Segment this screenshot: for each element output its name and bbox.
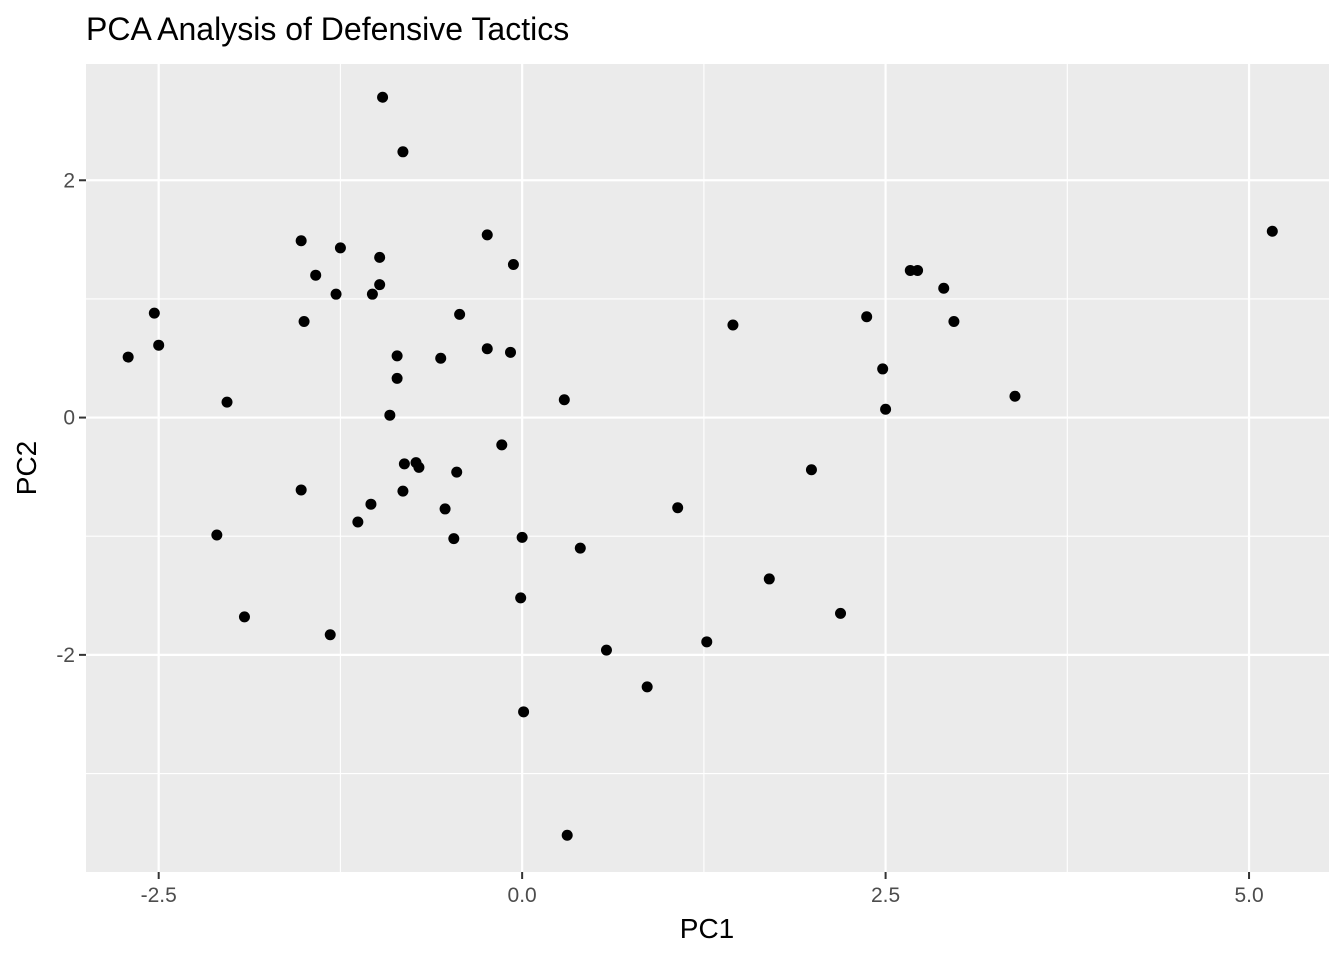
data-point bbox=[1266, 225, 1278, 237]
data-point bbox=[505, 346, 517, 358]
data-point bbox=[561, 829, 573, 841]
data-point bbox=[310, 269, 322, 281]
data-point bbox=[435, 352, 447, 364]
data-point bbox=[324, 629, 336, 641]
data-point bbox=[413, 461, 425, 473]
data-point bbox=[122, 351, 134, 363]
data-point bbox=[384, 409, 396, 421]
data-point bbox=[295, 235, 307, 247]
data-point bbox=[374, 279, 386, 291]
data-point bbox=[507, 259, 519, 271]
data-point bbox=[439, 503, 451, 515]
data-point bbox=[518, 706, 530, 718]
y-tick-label: -2 bbox=[56, 644, 75, 667]
data-point bbox=[835, 607, 847, 619]
data-point bbox=[397, 485, 409, 497]
data-point bbox=[727, 319, 739, 331]
data-point bbox=[391, 372, 403, 384]
x-tick-label: -2.5 bbox=[141, 884, 177, 907]
data-point bbox=[516, 531, 528, 543]
data-point bbox=[701, 636, 713, 648]
data-point bbox=[763, 573, 775, 585]
data-point bbox=[558, 394, 570, 406]
data-point bbox=[496, 439, 508, 451]
x-tick-label: 5.0 bbox=[1234, 884, 1263, 907]
data-point bbox=[877, 363, 889, 375]
data-point bbox=[880, 403, 892, 415]
data-point bbox=[448, 533, 460, 545]
data-point bbox=[238, 611, 250, 623]
x-axis-title: PC1 bbox=[680, 913, 734, 944]
data-point bbox=[672, 502, 684, 514]
chart-title: PCA Analysis of Defensive Tactics bbox=[86, 11, 569, 47]
data-point bbox=[398, 458, 410, 470]
data-point bbox=[211, 529, 223, 541]
data-point bbox=[451, 466, 463, 478]
data-point bbox=[938, 282, 950, 294]
data-point bbox=[1009, 390, 1021, 402]
data-point bbox=[948, 315, 960, 327]
data-point bbox=[861, 311, 873, 323]
data-point bbox=[574, 542, 586, 554]
data-point bbox=[221, 396, 233, 408]
data-point bbox=[481, 343, 493, 355]
data-point bbox=[391, 350, 403, 362]
data-point bbox=[377, 91, 389, 103]
y-tick-label: 2 bbox=[63, 169, 75, 192]
data-point bbox=[148, 307, 160, 319]
data-point bbox=[641, 681, 653, 693]
data-point bbox=[600, 644, 612, 656]
data-point bbox=[352, 516, 364, 528]
plot-panel bbox=[86, 64, 1329, 872]
data-point bbox=[295, 484, 307, 496]
data-point bbox=[366, 288, 378, 300]
data-point bbox=[330, 288, 342, 300]
major-gridlines bbox=[86, 64, 1329, 872]
data-point bbox=[805, 464, 817, 476]
data-point bbox=[365, 498, 377, 510]
data-point bbox=[298, 315, 310, 327]
x-tick-label: 0.0 bbox=[508, 884, 537, 907]
data-point bbox=[481, 229, 493, 241]
y-axis-title: PC2 bbox=[11, 441, 42, 495]
data-point bbox=[912, 264, 924, 276]
minor-gridlines bbox=[86, 64, 1329, 872]
data-point bbox=[454, 308, 466, 320]
data-point bbox=[515, 592, 527, 604]
y-axis: -2 0 2 bbox=[56, 169, 86, 667]
data-point bbox=[397, 146, 409, 158]
y-tick-label: 0 bbox=[63, 407, 75, 430]
data-point bbox=[334, 242, 346, 254]
data-points bbox=[122, 91, 1278, 841]
data-point bbox=[153, 339, 165, 351]
x-axis: -2.5 0.0 2.5 5.0 bbox=[141, 872, 1264, 907]
x-tick-label: 2.5 bbox=[871, 884, 900, 907]
data-point bbox=[374, 251, 386, 263]
